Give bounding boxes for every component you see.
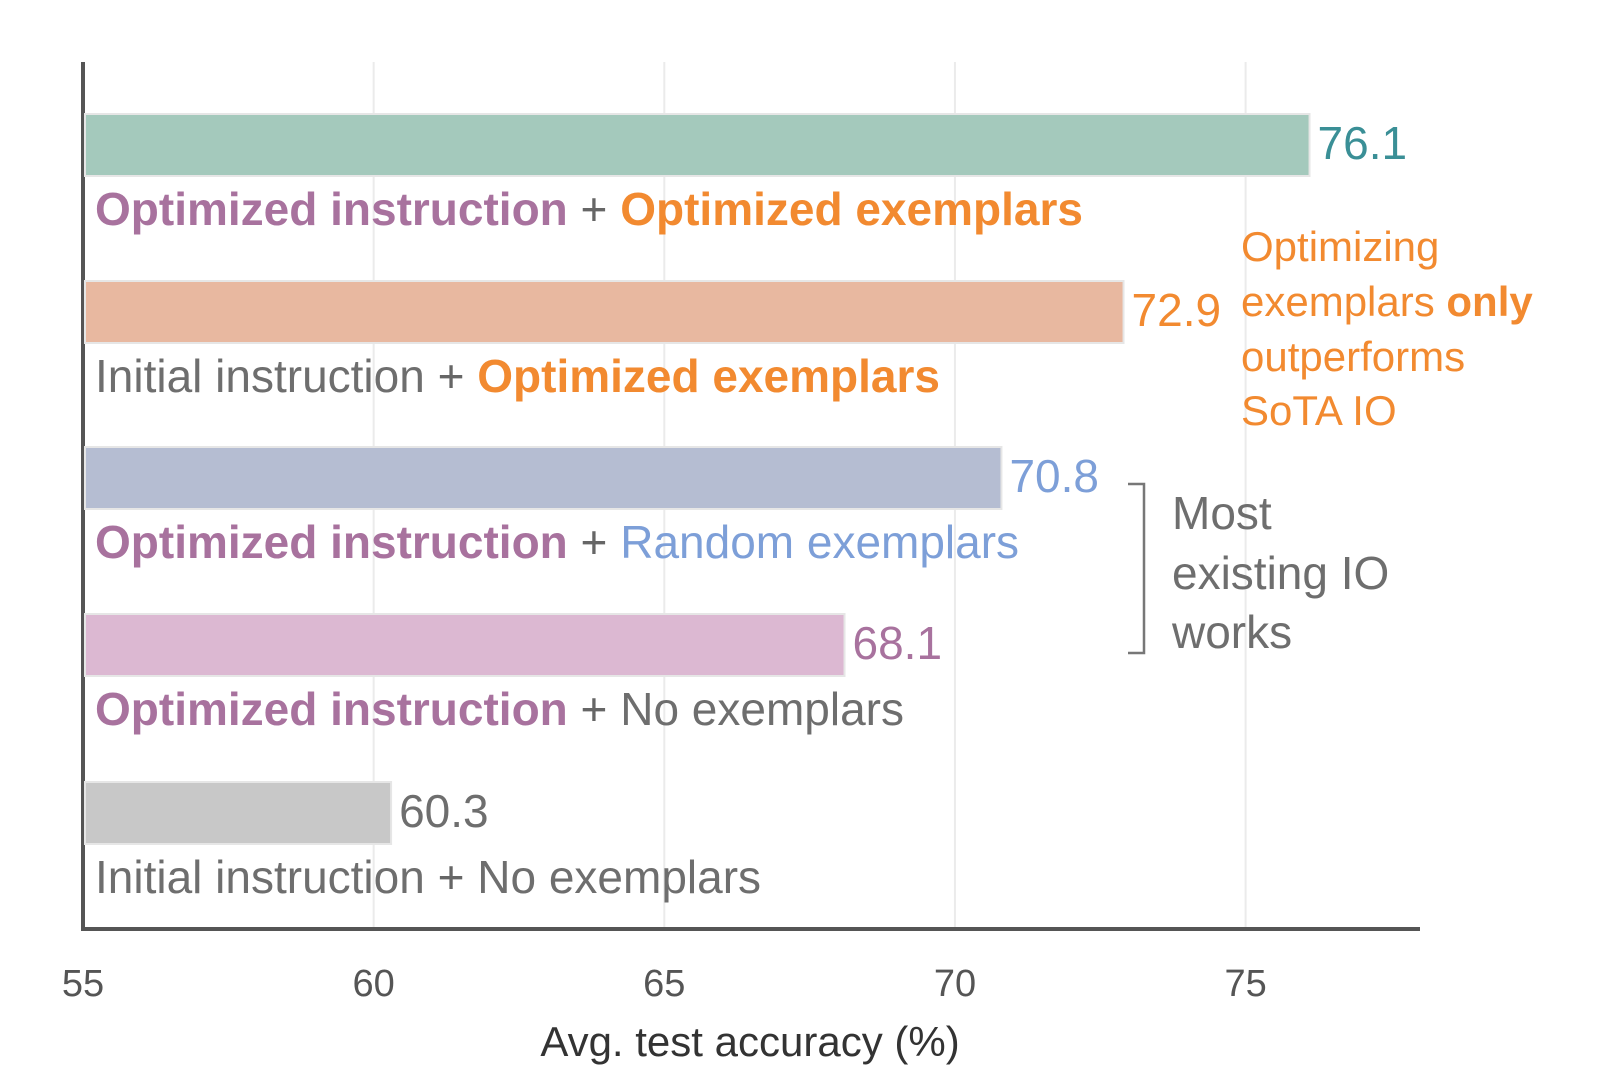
x-tick-label: 70 [934, 963, 976, 1005]
category-part: No exemplars [477, 851, 761, 903]
category-part: Initial instruction [95, 851, 425, 903]
category-label: Optimized instruction + Random exemplars [95, 516, 1019, 568]
annotation-part: only [1446, 278, 1533, 325]
value-label: 76.1 [1318, 117, 1408, 169]
bar [84, 446, 1003, 510]
x-axis-label: Avg. test accuracy (%) [540, 1018, 959, 1065]
category-label: Optimized instruction + No exemplars [95, 683, 904, 735]
annotation-line: exemplars only [1241, 278, 1533, 325]
annotation-line: Most [1172, 487, 1272, 539]
annotation-part: exemplars [1241, 278, 1446, 325]
category-part: Optimized instruction [95, 516, 568, 568]
bar [84, 113, 1311, 177]
annotation-part: outperforms [1241, 333, 1465, 380]
category-part: Random exemplars [620, 516, 1019, 568]
annotation-part: Most [1172, 487, 1272, 539]
bar [84, 781, 393, 845]
x-tick-label: 55 [62, 963, 104, 1005]
annotation-line: existing IO [1172, 547, 1389, 599]
annotation-line: SoTA IO [1241, 387, 1397, 434]
category-part: Initial instruction [95, 350, 425, 402]
annotation-line: works [1171, 606, 1292, 658]
category-label: Initial instruction + No exemplars [95, 851, 761, 903]
category-part: + [568, 183, 620, 235]
category-part: + [425, 851, 477, 903]
category-part: Optimized instruction [95, 683, 568, 735]
category-part: Optimized exemplars [620, 183, 1083, 235]
category-part: + [425, 350, 477, 402]
category-part: + [568, 683, 620, 735]
bar [84, 280, 1125, 344]
x-tick-label: 65 [643, 963, 685, 1005]
annotation-part: existing IO [1172, 547, 1389, 599]
x-tick-label: 75 [1224, 963, 1266, 1005]
annotation-part: SoTA IO [1241, 387, 1397, 434]
annotation-line: outperforms [1241, 333, 1465, 380]
category-label: Initial instruction + Optimized exemplar… [95, 350, 940, 402]
annotation-part: Optimizing [1241, 223, 1439, 270]
category-part: + [568, 516, 620, 568]
annotation-line: Optimizing [1241, 223, 1439, 270]
annotation-part: works [1171, 606, 1292, 658]
value-label: 68.1 [853, 617, 943, 669]
category-part: Optimized exemplars [477, 350, 940, 402]
category-label: Optimized instruction + Optimized exempl… [95, 183, 1083, 235]
value-label: 60.3 [399, 785, 489, 837]
value-label: 72.9 [1132, 284, 1222, 336]
value-label: 70.8 [1009, 450, 1099, 502]
x-tick-label: 60 [353, 963, 395, 1005]
category-part: Optimized instruction [95, 183, 568, 235]
bracket [1128, 482, 1146, 655]
bar [84, 613, 846, 677]
category-part: No exemplars [620, 683, 904, 735]
